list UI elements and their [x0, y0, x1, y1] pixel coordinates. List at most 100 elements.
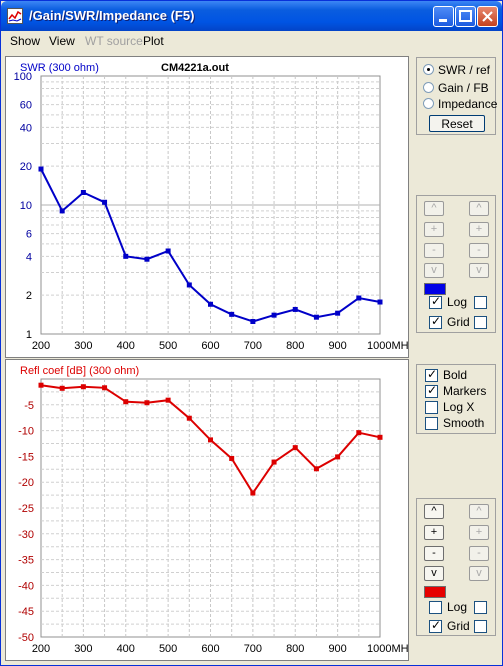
radio-label: SWR / ref [438, 63, 491, 77]
menu-plot[interactable]: Plot [143, 34, 164, 48]
y-max-up-button[interactable]: ^ [469, 504, 489, 519]
data-point [186, 282, 192, 288]
y-tick-label: -10 [18, 426, 34, 438]
y-tick-label: 6 [26, 229, 32, 241]
swr-chart-svg: 200 300 400 500 600 700 800 900 1000MHz 100 60 40 20… [14, 62, 408, 352]
x-tick-label: 700 [244, 643, 262, 655]
reset-button[interactable]: Reset [429, 115, 485, 132]
minimize-button[interactable] [433, 6, 454, 27]
x-tick-label: 400 [117, 643, 135, 655]
y-tick-label: 60 [20, 100, 32, 112]
data-point [250, 318, 256, 324]
y-max-minus-button[interactable]: - [469, 243, 489, 258]
x-tick-label: 200 [32, 643, 50, 655]
y-min-down-button[interactable]: v [424, 566, 444, 581]
log-x-checkbox[interactable] [425, 401, 438, 414]
grid-checkbox[interactable] [429, 618, 442, 633]
y-tick-label: 10 [20, 200, 32, 212]
window-title: /Gain/SWR/Impedance (F5) [29, 8, 195, 23]
data-point [335, 454, 341, 460]
y-max-plus-button[interactable]: + [469, 525, 489, 540]
data-point [356, 295, 362, 301]
grid-secondary-checkbox[interactable] [474, 620, 487, 633]
data-point [144, 400, 150, 406]
grid-checkbox[interactable] [429, 314, 442, 329]
y-max-down-button[interactable]: v [469, 263, 489, 278]
menu-view[interactable]: View [49, 34, 75, 48]
y-tick-label: -30 [18, 529, 34, 541]
refl-coef-chart[interactable]: 200 300 400 500 600 700 800 900 1000MHz -5 -10 -15 -… [5, 359, 409, 661]
y-tick-label: 4 [26, 251, 32, 263]
y-min-down-button[interactable]: v [424, 263, 444, 278]
x-tick-label: 200 [32, 340, 50, 352]
y-max-up-button[interactable]: ^ [469, 201, 489, 216]
data-point [250, 490, 256, 496]
y-tick-label: 100 [14, 71, 32, 83]
data-point [59, 385, 65, 391]
swr-chart[interactable]: 200 300 400 500 600 700 800 900 1000MHz 100 60 40 20… [5, 56, 409, 358]
smooth-checkbox[interactable] [425, 417, 438, 430]
radio-circle[interactable] [423, 98, 434, 109]
plot-type-panel: SWR / ref Gain / FB Impedance Reset [416, 57, 497, 135]
data-point [377, 299, 383, 305]
data-point [59, 208, 65, 214]
data-point [165, 397, 171, 403]
radio-label: Gain / FB [438, 81, 489, 95]
log-secondary-checkbox[interactable] [474, 601, 487, 614]
data-point [208, 437, 213, 443]
x-tick-label: 1000MHz [367, 340, 408, 352]
data-point [377, 434, 383, 440]
data-point [123, 253, 129, 259]
y-max-minus-button[interactable]: - [469, 546, 489, 561]
y-tick-label: -5 [24, 400, 34, 412]
y-min-minus-button[interactable]: - [424, 243, 444, 258]
y-max-plus-button[interactable]: + [469, 222, 489, 237]
grid-secondary-checkbox[interactable] [474, 316, 487, 329]
app-icon[interactable] [7, 8, 23, 24]
y-tick-label: 2 [26, 290, 32, 302]
radio-circle[interactable] [423, 64, 434, 75]
data-point [186, 415, 192, 421]
log-label: Log [447, 295, 468, 309]
bold-checkbox[interactable] [425, 367, 438, 382]
radio-circle[interactable] [423, 82, 434, 93]
y-tick-label: 1 [26, 329, 32, 341]
data-point [38, 166, 44, 172]
data-point [229, 311, 235, 317]
data-point [271, 312, 277, 318]
maximize-button[interactable] [455, 6, 476, 27]
data-point [102, 385, 108, 391]
series-color-swatch[interactable] [424, 586, 446, 598]
log-secondary-checkbox[interactable] [474, 296, 487, 309]
title-bar[interactable]: /Gain/SWR/Impedance (F5) [1, 1, 502, 31]
markers-checkbox[interactable] [425, 383, 438, 398]
y-min-up-button[interactable]: ^ [424, 504, 444, 519]
y-min-up-button[interactable]: ^ [424, 201, 444, 216]
close-button[interactable] [477, 6, 498, 27]
x-tick-label: 300 [74, 340, 92, 352]
log-y-checkbox[interactable] [429, 294, 442, 309]
x-tick-label: 600 [201, 643, 219, 655]
data-point [313, 466, 319, 472]
y-tick-label: -45 [18, 606, 34, 618]
x-tick-label: 900 [328, 340, 346, 352]
data-point [123, 399, 129, 405]
data-point [80, 384, 86, 390]
x-tick-label: 500 [159, 340, 177, 352]
y-min-plus-button[interactable]: + [424, 525, 444, 540]
y-min-plus-button[interactable]: + [424, 222, 444, 237]
log-y-checkbox[interactable] [429, 601, 442, 614]
y-tick-label: -50 [18, 632, 34, 644]
y-tick-label: -15 [18, 451, 34, 463]
y-min-minus-button[interactable]: - [424, 546, 444, 561]
y-tick-label: -20 [18, 477, 34, 489]
menu-bar: Show View WT source Plot [4, 31, 499, 51]
menu-show[interactable]: Show [10, 34, 41, 48]
y-max-down-button[interactable]: v [469, 566, 489, 581]
data-point [292, 306, 298, 312]
x-tick-label: 700 [244, 340, 262, 352]
data-point [165, 248, 171, 254]
x-tick-label: 300 [74, 643, 92, 655]
x-tick-label: 900 [328, 643, 346, 655]
bold-label: Bold [443, 368, 468, 382]
